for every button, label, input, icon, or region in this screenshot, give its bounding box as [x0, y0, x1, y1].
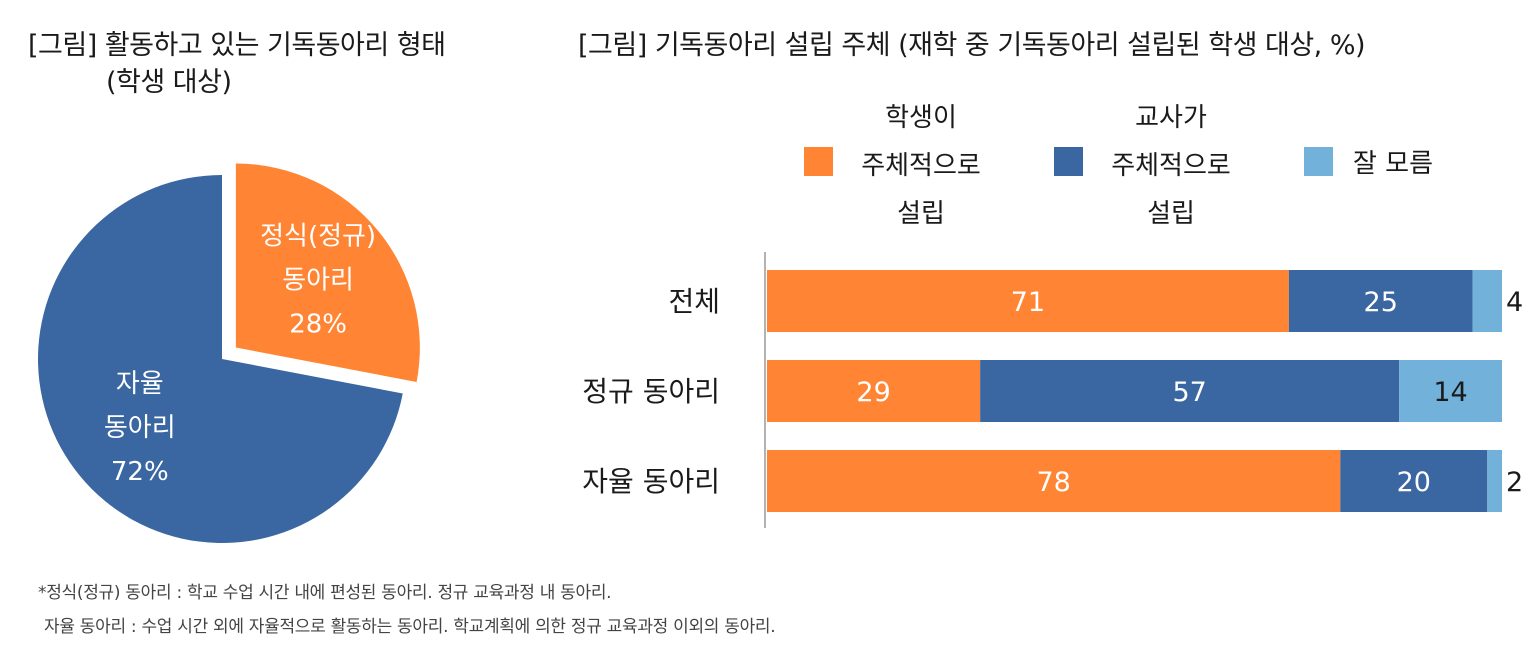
pie-slice-value: 28%	[289, 310, 347, 340]
category-label: 자율 동아리	[582, 465, 720, 498]
data-label: 20	[1397, 467, 1431, 498]
bar-segment	[1472, 270, 1502, 332]
legend-label: 주체적으로	[861, 151, 981, 181]
bar-segment	[1340, 450, 1488, 512]
category-label: 정규 동아리	[582, 375, 720, 408]
legend-label: 잘 모름	[1353, 149, 1433, 179]
bar-segment	[1487, 450, 1502, 512]
bar-segment	[1399, 360, 1502, 422]
bar-segment	[767, 360, 981, 422]
pie-slice-value: 72%	[111, 457, 169, 487]
data-label: 14	[1433, 377, 1467, 408]
legend-marker	[1054, 147, 1083, 176]
data-label: 4	[1506, 287, 1523, 318]
footnote-autonomous: 자율 동아리 : 수업 시간 외에 자율적으로 활동하는 동아리. 학교계획에 …	[44, 617, 776, 637]
legend-label: 교사가	[1135, 103, 1207, 133]
legend-label: 주체적으로	[1111, 151, 1231, 181]
data-label: 71	[1011, 287, 1045, 318]
bar-segment	[767, 450, 1341, 512]
footnote-regular: *정식(정규) 동아리 : 학교 수업 시간 내에 편성된 동아리. 정규 교육…	[38, 583, 612, 603]
pie-chart: [그림] 활동하고 있는 기독동아리 형태 (학생 대상) 정식(정규) 동아리 2…	[28, 30, 446, 543]
legend-marker	[804, 147, 833, 176]
pie-slice-label: 동아리	[104, 413, 176, 443]
data-label: 78	[1036, 467, 1070, 498]
category-label: 전체	[668, 285, 720, 318]
legend-label: 학생이	[885, 103, 957, 133]
bar-segment	[980, 360, 1400, 422]
legend-label: 설립	[897, 199, 945, 229]
pie-slice-label: 정식(정규)	[260, 222, 376, 252]
pie-slice	[37, 175, 403, 543]
pie-slice	[235, 163, 420, 383]
bar-chart: [그림] 기독동아리 설립 주체 (재학 중 기독동아리 설립된 학생 대상, …	[578, 30, 1523, 528]
bar-segment	[767, 270, 1289, 332]
pie-subtitle: (학생 대상)	[106, 67, 232, 98]
legend-label: 설립	[1147, 199, 1195, 229]
pie-slice-label: 자율	[116, 369, 164, 399]
data-label: 57	[1172, 377, 1206, 408]
data-label: 29	[856, 377, 890, 408]
bar-segment	[1288, 270, 1473, 332]
bar-title: [그림] 기독동아리 설립 주체 (재학 중 기독동아리 설립된 학생 대상, …	[578, 30, 1365, 61]
legend-marker	[1304, 147, 1333, 176]
data-label: 2	[1506, 467, 1523, 498]
data-label: 25	[1364, 287, 1398, 318]
pie-slice-label: 동아리	[282, 266, 354, 296]
pie-title: [그림] 활동하고 있는 기독동아리 형태	[28, 30, 446, 61]
